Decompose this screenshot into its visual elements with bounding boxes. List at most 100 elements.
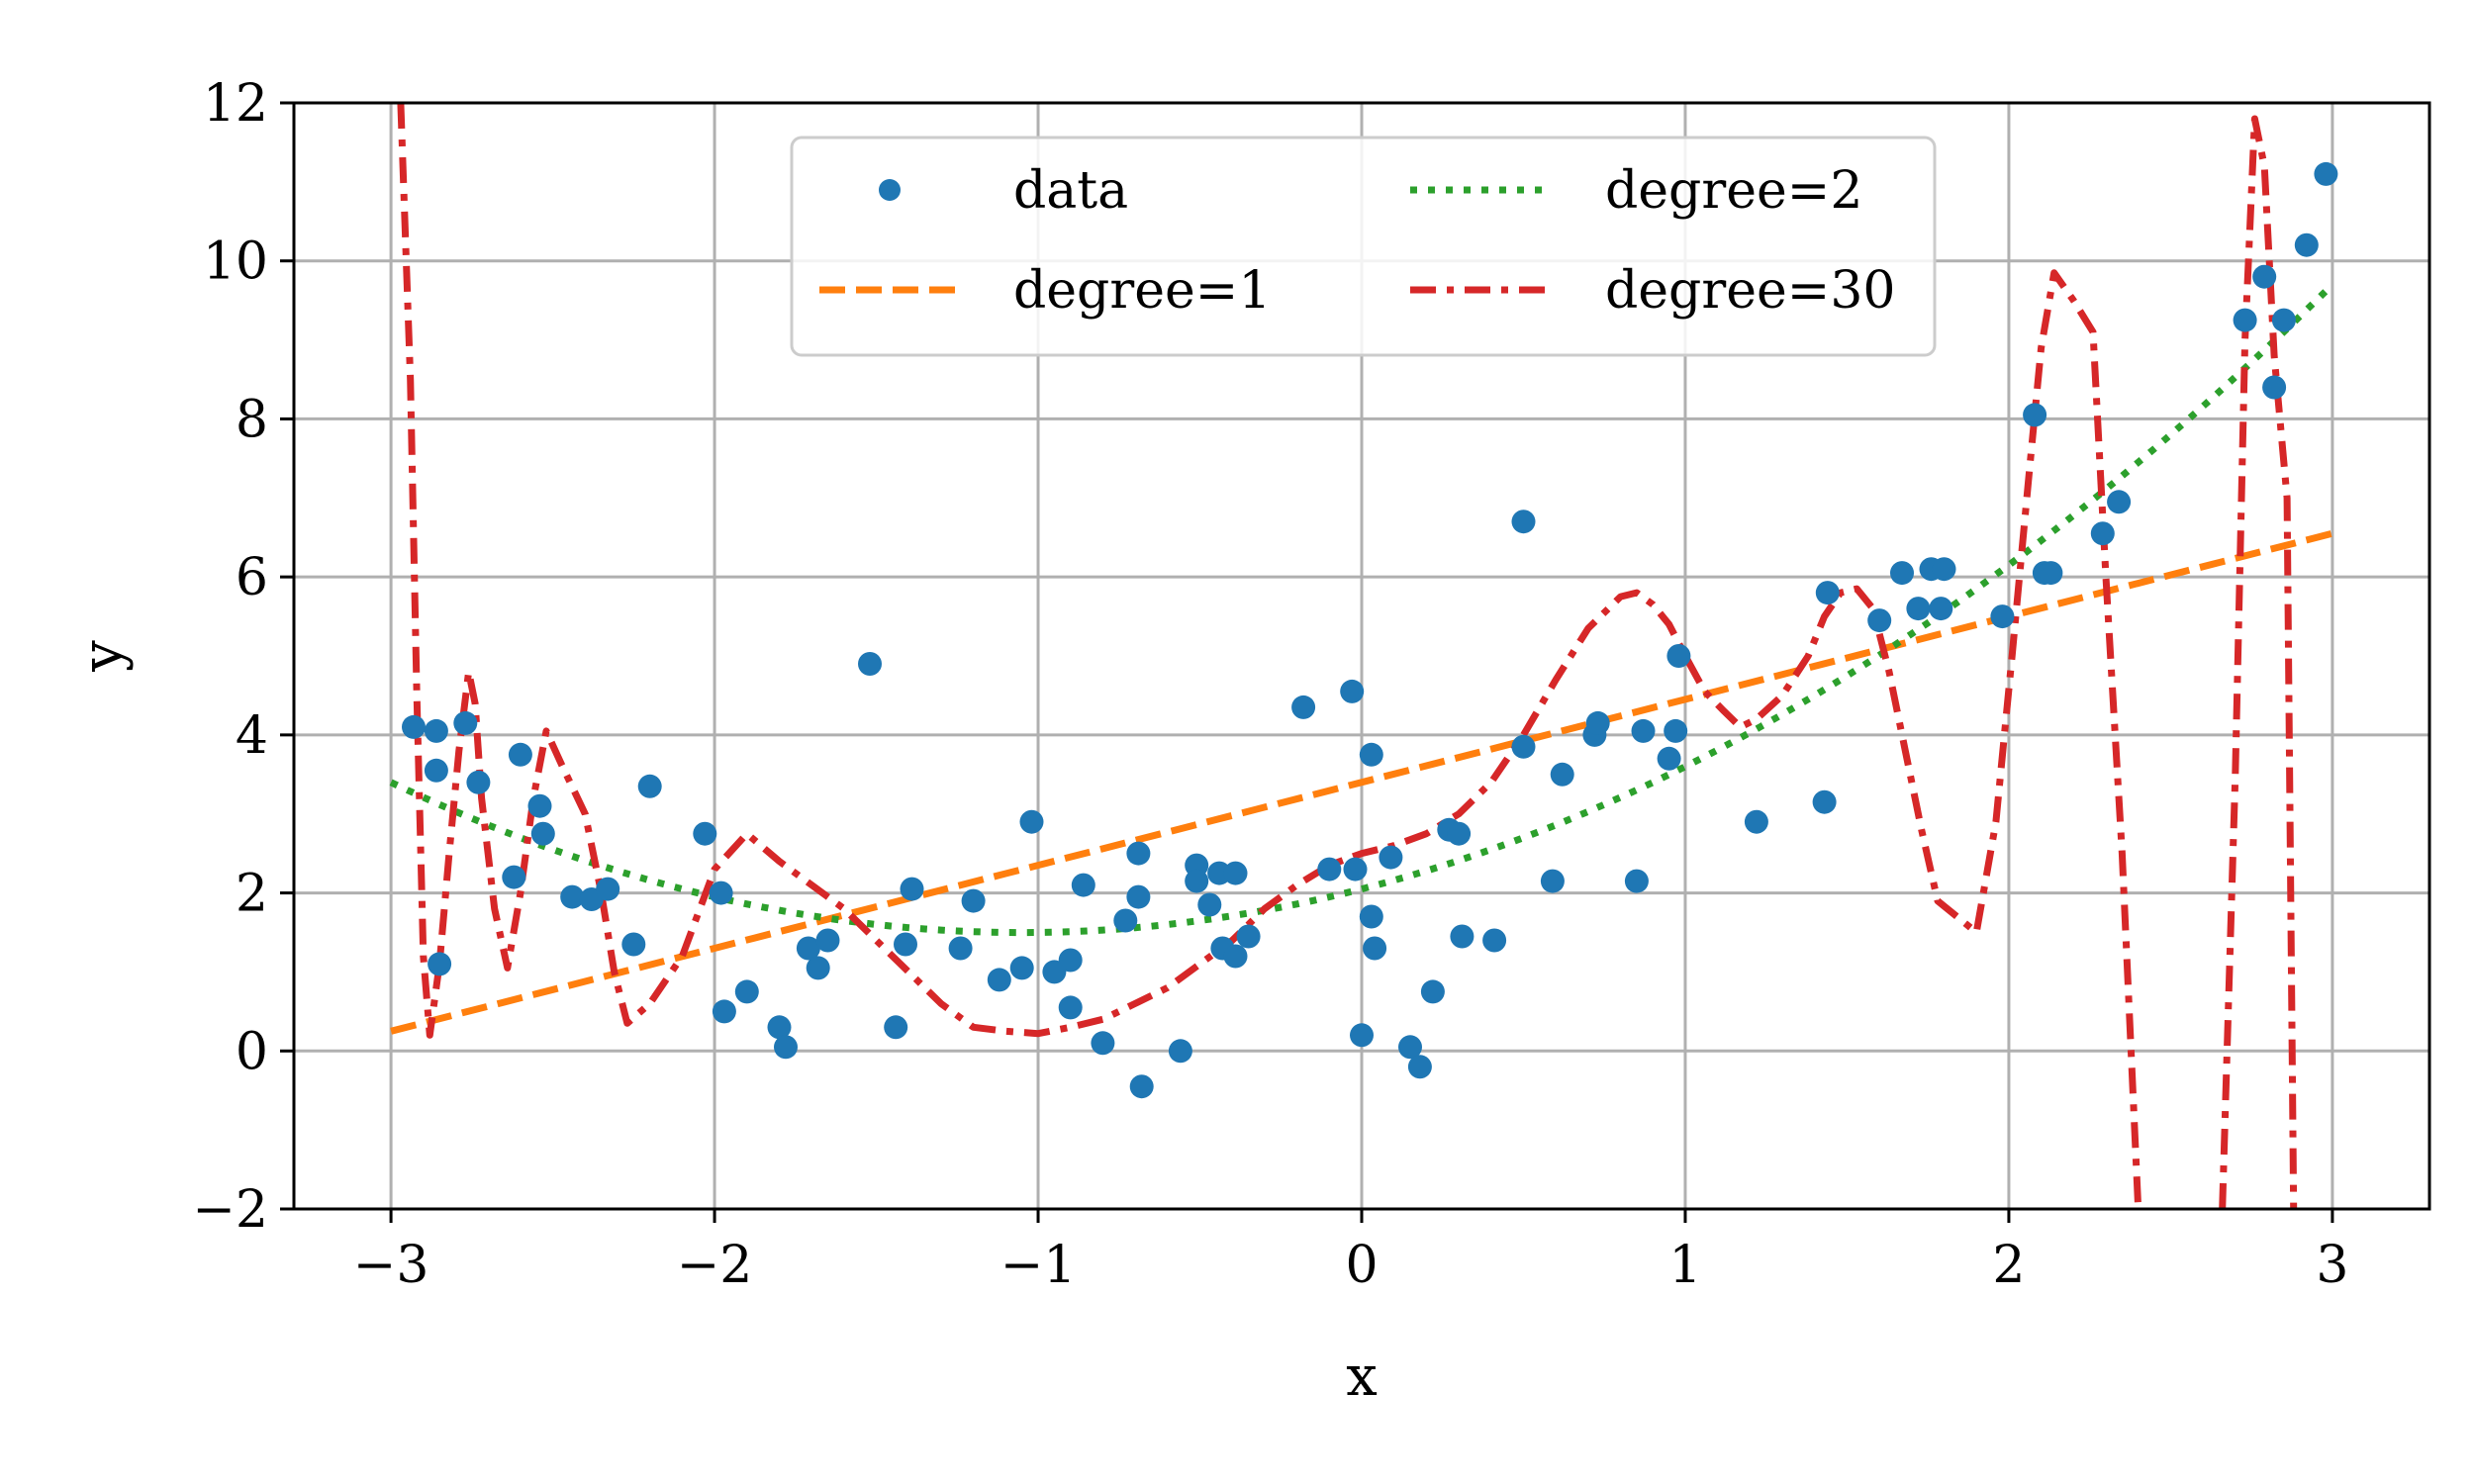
y-tick-label: 2	[236, 865, 268, 924]
data-point	[709, 881, 733, 905]
data-point	[1350, 1023, 1374, 1048]
data-point	[815, 928, 840, 953]
x-tick-label: −2	[677, 1236, 753, 1295]
data-point	[712, 999, 736, 1024]
data-point	[1126, 841, 1151, 866]
data-point	[2271, 308, 2296, 332]
line-degree-30	[397, 103, 2142, 1209]
data-point	[948, 936, 973, 961]
data-point	[1624, 869, 1649, 893]
data-point	[1744, 809, 1768, 834]
x-tick-label: 3	[2316, 1236, 2348, 1295]
y-tick-label: −2	[192, 1180, 268, 1240]
data-point	[1129, 1074, 1154, 1099]
data-point	[402, 714, 426, 739]
data-point	[2090, 521, 2115, 546]
data-point	[1550, 762, 1574, 787]
y-tick-label: 12	[203, 74, 268, 134]
data-point	[1126, 884, 1151, 909]
data-point	[1168, 1039, 1192, 1064]
legend: data degree=1 degree=2 degree=30	[790, 136, 1937, 357]
data-point	[1236, 924, 1261, 949]
y-tick-label: 8	[236, 390, 268, 449]
data-point	[1657, 746, 1681, 771]
data-point	[987, 968, 1011, 992]
data-point	[1317, 857, 1342, 881]
data-point	[1291, 695, 1316, 719]
data-point	[693, 821, 717, 846]
legend-marker-data	[879, 179, 901, 201]
data-point	[1631, 718, 1656, 743]
data-point	[596, 877, 620, 901]
line-degree-30	[2219, 115, 2298, 1209]
data-point	[767, 1015, 792, 1040]
data-point	[734, 979, 759, 1004]
y-axis-label: y	[70, 640, 135, 673]
data-point	[1363, 936, 1387, 961]
data-point	[2023, 403, 2047, 427]
data-point	[1815, 581, 1840, 605]
x-axis-label: x	[1346, 1345, 1378, 1409]
data-point	[1450, 924, 1475, 949]
x-tick-label: 0	[1345, 1236, 1378, 1295]
data-point	[1009, 956, 1034, 980]
data-point	[1540, 869, 1565, 893]
data-point	[2107, 490, 2132, 514]
data-point	[527, 793, 552, 818]
data-point	[1890, 561, 1914, 586]
data-point	[424, 718, 448, 743]
x-tick-label: 1	[1668, 1236, 1701, 1295]
data-point	[1929, 597, 1953, 621]
data-point	[1340, 679, 1365, 703]
data-point	[1664, 718, 1688, 743]
data-point	[1867, 608, 1892, 633]
data-point	[900, 877, 924, 901]
y-tick-label: 4	[236, 706, 268, 766]
data-point	[2294, 232, 2319, 257]
data-point	[1812, 789, 1837, 814]
legend-box	[790, 136, 1937, 357]
data-point	[2039, 561, 2063, 586]
data-point	[1447, 821, 1472, 846]
data-point	[1091, 1031, 1115, 1056]
data-point	[466, 770, 491, 794]
data-point	[502, 865, 526, 889]
data-point	[1906, 597, 1931, 621]
data-point	[453, 710, 478, 735]
data-point	[1482, 928, 1507, 953]
data-point	[1359, 742, 1383, 767]
data-point	[2233, 308, 2257, 332]
data-point	[1666, 644, 1691, 668]
data-point	[806, 956, 830, 980]
data-point	[621, 932, 646, 957]
data-point	[774, 1035, 798, 1060]
data-point	[1223, 944, 1248, 969]
data-point	[1990, 604, 2015, 629]
data-point	[1058, 948, 1083, 973]
data-point	[424, 758, 448, 783]
data-point	[1511, 734, 1536, 759]
data-point	[1932, 557, 1956, 582]
x-tick-label: −3	[353, 1236, 429, 1295]
data-point	[1379, 845, 1403, 870]
data-point	[1511, 510, 1536, 534]
data-point	[1223, 861, 1248, 885]
y-tick-label: 0	[236, 1022, 268, 1081]
legend-label-degree-2: degree=2	[1605, 161, 1862, 221]
plot-area	[389, 103, 2338, 1209]
data-point	[530, 821, 555, 846]
x-tick-label: −1	[1000, 1236, 1077, 1295]
data-point	[894, 932, 917, 957]
data-point	[1420, 979, 1445, 1004]
y-tick-label: 10	[203, 232, 268, 292]
data-point	[2262, 375, 2287, 400]
data-point	[961, 888, 986, 913]
data-point	[1019, 809, 1044, 834]
data-point	[1585, 710, 1610, 735]
data-point	[1185, 869, 1209, 893]
y-tick-label: 6	[236, 548, 268, 607]
data-point	[1207, 861, 1232, 885]
data-point	[508, 742, 532, 767]
data-point	[858, 652, 882, 676]
